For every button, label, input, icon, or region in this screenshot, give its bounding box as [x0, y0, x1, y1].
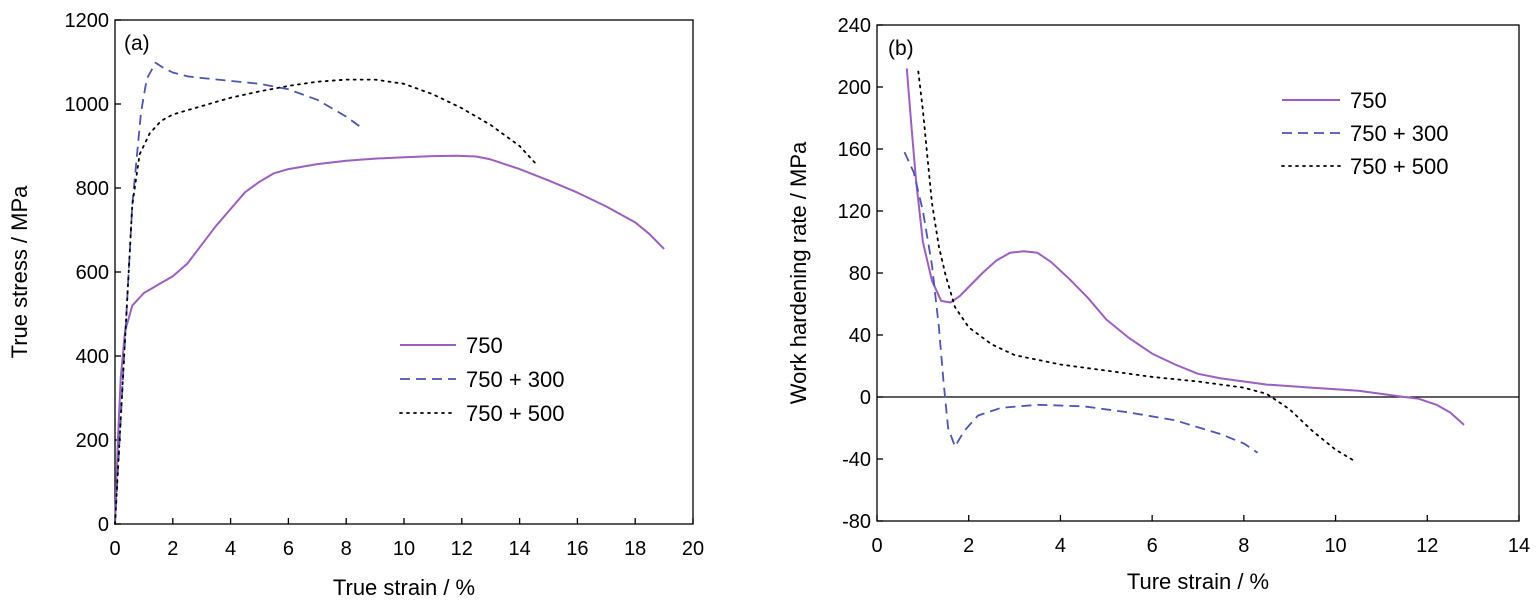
series-line-dashed [903, 151, 1259, 454]
y-axis-label-a: True stress / MPa [7, 185, 32, 359]
legend-label: 750 [1350, 88, 1387, 113]
tick-labels-b: 0 2 4 6 8 10 12 14 -80 -40 0 40 80 120 160 200 240 [838, 15, 1531, 557]
x-axis-label-a: True strain / % [333, 575, 475, 600]
y-tick-label: 240 [838, 15, 871, 37]
x-tick-label: 16 [566, 538, 588, 560]
legend-label: 750 + 300 [1350, 121, 1448, 146]
work-hardening-panel: 0 2 4 6 8 10 12 14 -80 -40 0 40 80 120 160 200 240 (b) T… [786, 15, 1530, 594]
x-tick-label: 8 [341, 538, 352, 560]
y-tick-label: 1000 [65, 94, 110, 116]
panel-label-b: (b) [888, 37, 914, 60]
y-tick-label: 400 [76, 346, 109, 368]
y-tick-label: 200 [76, 430, 109, 452]
x-tick-label: 6 [283, 538, 294, 560]
legend-label: 750 + 500 [1350, 154, 1448, 179]
y-tick-label: 160 [838, 139, 871, 161]
x-tick-label: 4 [1055, 535, 1066, 557]
x-tick-label: 18 [624, 538, 646, 560]
x-tick-label: 14 [1508, 535, 1530, 557]
y-tick-label: -80 [842, 511, 871, 533]
series-group-a [114, 61, 665, 525]
x-axis-label-b: Ture strain / % [1127, 569, 1269, 594]
x-tick-label: 14 [508, 538, 530, 560]
x-tick-label: 0 [109, 538, 120, 560]
y-tick-label: 40 [849, 325, 871, 347]
y-tick-label: 80 [849, 263, 871, 285]
x-tick-label: 4 [225, 538, 236, 560]
y-tick-label: 0 [860, 387, 871, 409]
legend-label: 750 + 500 [466, 401, 564, 426]
y-tick-label: 200 [838, 77, 871, 99]
series-line-dashed [114, 61, 365, 525]
y-tick-label: -40 [842, 449, 871, 471]
x-tick-label: 12 [1416, 535, 1438, 557]
x-tick-label: 2 [963, 535, 974, 557]
x-tick-label: 12 [451, 538, 473, 560]
panel-label-a: (a) [124, 32, 150, 55]
x-tick-label: 0 [871, 535, 882, 557]
series-group-b [903, 68, 1465, 462]
series-line-solid [905, 68, 1465, 426]
y-tick-label: 0 [98, 514, 109, 536]
x-tick-label: 8 [1238, 535, 1249, 557]
legend-label: 750 + 300 [466, 367, 564, 392]
x-tick-label: 6 [1147, 535, 1158, 557]
tick-marks-a [114, 19, 694, 525]
legend-a: 750 750 + 300 750 + 500 [399, 333, 564, 426]
series-line-dotted [114, 78, 538, 525]
legend-label: 750 [466, 333, 503, 358]
plot-frame-a [114, 19, 694, 525]
y-tick-label: 1200 [65, 10, 110, 32]
x-tick-label: 2 [167, 538, 178, 560]
y-tick-label: 800 [76, 178, 109, 200]
series-line-dotted [917, 70, 1355, 462]
legend-b: 750 750 + 300 750 + 500 [1281, 88, 1448, 179]
x-tick-label: 20 [682, 538, 704, 560]
plot-frame-b [876, 24, 1520, 522]
y-axis-label-b: Work hardening rate / MPa [786, 141, 811, 404]
tick-marks-b [876, 24, 1520, 522]
y-tick-label: 600 [76, 262, 109, 284]
x-tick-label: 10 [393, 538, 415, 560]
y-tick-label: 120 [838, 201, 871, 223]
series-line-solid [114, 154, 665, 525]
x-tick-label: 10 [1324, 535, 1346, 557]
